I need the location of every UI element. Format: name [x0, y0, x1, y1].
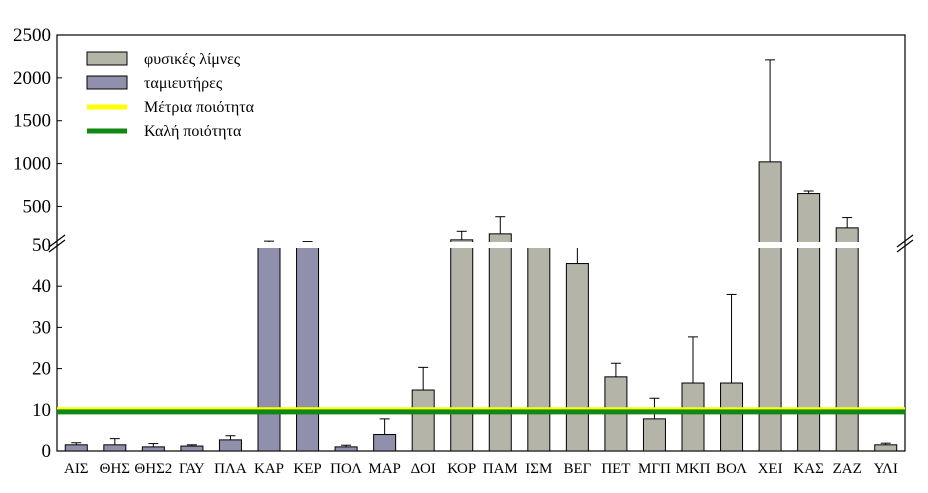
axis-break-gap: [58, 242, 904, 248]
x-tick-label: ΠΛΑ: [214, 461, 247, 477]
legend-swatch: [86, 51, 128, 66]
x-tick-label: ΘΗΣ2: [134, 461, 172, 477]
x-tick-label: ΠΟΛ: [330, 461, 362, 477]
y-tick-label: 20: [32, 359, 51, 380]
bar: [411, 389, 435, 452]
axis-break-layer: [48, 234, 914, 253]
plot-frame: [56, 34, 906, 452]
bars-layer: [64, 161, 898, 452]
y-tick-label: 30: [32, 317, 51, 338]
legend: φυσικές λίμνες ταμιευτήρες Μέτρια ποιότητα…: [86, 51, 255, 140]
y-tick-label: 1500: [13, 111, 51, 132]
y-tick-label: 10: [32, 400, 51, 421]
x-tick-label: ΑΙΣ: [64, 461, 89, 477]
bar: [373, 434, 397, 452]
y-tick-label: 1000: [13, 154, 51, 175]
bar: [681, 382, 705, 452]
legend-label: Καλή ποιότητα: [144, 123, 242, 140]
x-tick-label: ΚΕΡ: [293, 461, 321, 477]
x-tick-label: ΜΑΡ: [368, 461, 401, 477]
axis-layer: 0 10 20 30 40 50 500 1000 1500 2000 2500 ΑΙΣ ΘΗΣ ΘΗΣ2…: [13, 25, 906, 477]
axis-break-mark: [896, 239, 914, 253]
axis-break-mark: [48, 239, 66, 253]
x-tick-label: ΜΚΠ: [675, 461, 710, 477]
x-tick-label: ΚΟΡ: [447, 461, 476, 477]
x-tick-label: ΒΟΛ: [716, 461, 747, 477]
x-tick-label: ΘΗΣ: [100, 461, 130, 477]
x-tick-label: ΧΕΙ: [758, 461, 783, 477]
x-tick-label: ΚΑΣ: [793, 461, 823, 477]
axis-break-mark: [896, 234, 914, 248]
legend-label: Μέτρια ποιότητα: [144, 99, 255, 116]
bar: [218, 439, 242, 452]
y-tick-label: 0: [42, 441, 52, 462]
bar: [64, 444, 88, 452]
x-tick-label: ΙΣΜ: [525, 461, 552, 477]
reference-lines-layer: [57, 407, 905, 415]
legend-label: φυσικές λίμνες: [144, 51, 241, 68]
x-tick-label: ΔΟΙ: [411, 461, 436, 477]
bar: [180, 445, 204, 452]
x-tick-label: ΥΛΙ: [874, 461, 898, 477]
bar: [257, 244, 281, 452]
bar: [835, 227, 859, 452]
y-tick-label: 40: [32, 276, 51, 297]
bar: [296, 244, 320, 452]
axis-break-mark: [48, 234, 66, 248]
x-tick-label: ΚΑΡ: [254, 461, 284, 477]
bar: [874, 444, 898, 452]
legend-swatch: [86, 75, 128, 90]
x-tick-label: ΓΑΥ: [179, 461, 205, 477]
x-tick-label: ΠΑΜ: [483, 461, 518, 477]
bar: [720, 382, 744, 452]
bar: [642, 418, 666, 452]
y-tick-label: 2500: [13, 25, 51, 46]
x-tick-label: ΠΕΤ: [601, 461, 630, 477]
legend-label: ταμιευτήρες: [144, 75, 223, 92]
bar: [450, 239, 474, 452]
bar: [565, 263, 589, 452]
x-tick-label: ΜΓΠ: [638, 461, 671, 477]
bar: [527, 244, 551, 452]
bar: [141, 446, 165, 452]
x-tick-label: ΒΕΓ: [563, 461, 591, 477]
bar: [334, 446, 358, 452]
x-tick-label: ΖΑΖ: [833, 461, 862, 477]
bar: [103, 444, 127, 452]
y-tick-label: 500: [23, 196, 52, 217]
y-tick-label: 2000: [13, 68, 51, 89]
y-tick-label: 50: [32, 235, 51, 256]
bar: [488, 233, 512, 452]
